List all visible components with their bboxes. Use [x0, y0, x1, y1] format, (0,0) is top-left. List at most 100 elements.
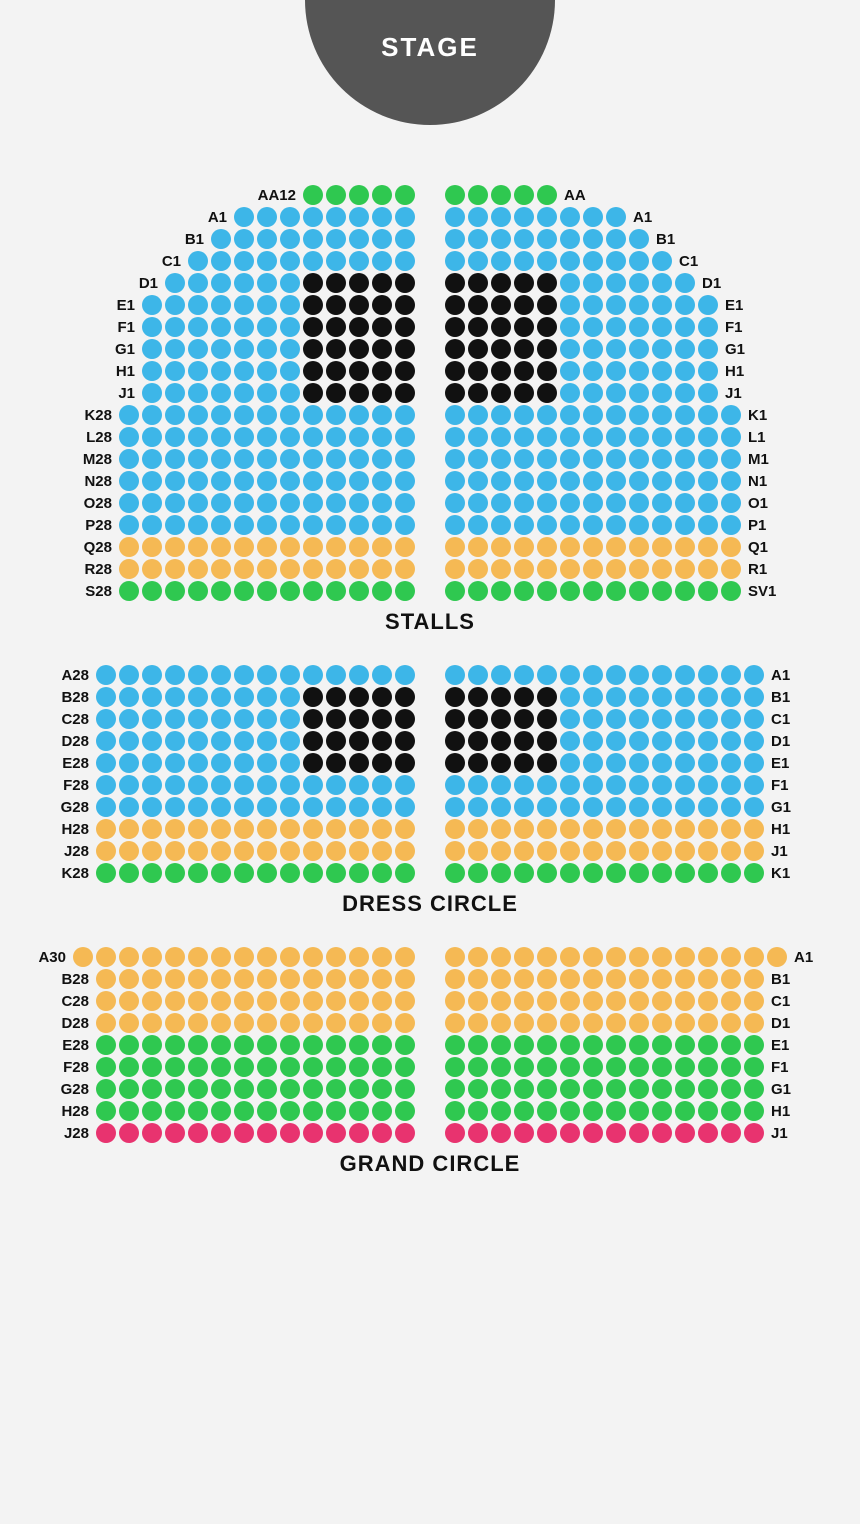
seat[interactable]	[721, 515, 741, 535]
seat[interactable]	[234, 1123, 254, 1143]
seat[interactable]	[468, 991, 488, 1011]
seat[interactable]	[303, 207, 323, 227]
seat[interactable]	[514, 753, 534, 773]
seat[interactable]	[560, 339, 580, 359]
seat[interactable]	[349, 229, 369, 249]
seat[interactable]	[96, 1035, 116, 1055]
seat[interactable]	[395, 559, 415, 579]
seat[interactable]	[349, 449, 369, 469]
seat[interactable]	[280, 295, 300, 315]
seat[interactable]	[326, 185, 346, 205]
seat[interactable]	[468, 361, 488, 381]
seat[interactable]	[675, 339, 695, 359]
seat[interactable]	[652, 841, 672, 861]
seat[interactable]	[96, 841, 116, 861]
seat[interactable]	[606, 383, 626, 403]
seat[interactable]	[188, 537, 208, 557]
seat[interactable]	[119, 841, 139, 861]
seat[interactable]	[234, 1013, 254, 1033]
seat[interactable]	[583, 819, 603, 839]
seat[interactable]	[491, 709, 511, 729]
seat[interactable]	[583, 559, 603, 579]
seat[interactable]	[280, 339, 300, 359]
seat[interactable]	[514, 427, 534, 447]
seat[interactable]	[303, 295, 323, 315]
seat[interactable]	[514, 1057, 534, 1077]
seat[interactable]	[372, 537, 392, 557]
seat[interactable]	[326, 581, 346, 601]
seat[interactable]	[721, 1101, 741, 1121]
seat[interactable]	[73, 947, 93, 967]
seat[interactable]	[165, 991, 185, 1011]
seat[interactable]	[326, 841, 346, 861]
seat[interactable]	[326, 515, 346, 535]
seat[interactable]	[142, 493, 162, 513]
seat[interactable]	[257, 273, 277, 293]
seat[interactable]	[280, 841, 300, 861]
seat[interactable]	[372, 471, 392, 491]
seat[interactable]	[514, 339, 534, 359]
seat[interactable]	[326, 1057, 346, 1077]
seat[interactable]	[698, 863, 718, 883]
seat[interactable]	[491, 537, 511, 557]
seat[interactable]	[698, 295, 718, 315]
seat[interactable]	[698, 969, 718, 989]
seat[interactable]	[560, 863, 580, 883]
seat[interactable]	[606, 753, 626, 773]
seat[interactable]	[491, 295, 511, 315]
seat[interactable]	[629, 991, 649, 1011]
seat[interactable]	[395, 449, 415, 469]
seat[interactable]	[491, 581, 511, 601]
seat[interactable]	[165, 665, 185, 685]
seat[interactable]	[606, 991, 626, 1011]
seat[interactable]	[119, 581, 139, 601]
seat[interactable]	[468, 1079, 488, 1099]
seat[interactable]	[721, 969, 741, 989]
seat[interactable]	[514, 797, 534, 817]
seat[interactable]	[629, 731, 649, 751]
seat[interactable]	[326, 1101, 346, 1121]
seat[interactable]	[349, 991, 369, 1011]
seat[interactable]	[303, 1013, 323, 1033]
seat[interactable]	[303, 969, 323, 989]
seat[interactable]	[652, 947, 672, 967]
seat[interactable]	[606, 471, 626, 491]
seat[interactable]	[537, 1057, 557, 1077]
seat[interactable]	[326, 863, 346, 883]
seat[interactable]	[303, 493, 323, 513]
seat[interactable]	[491, 797, 511, 817]
seat[interactable]	[395, 493, 415, 513]
seat[interactable]	[303, 819, 323, 839]
seat[interactable]	[349, 775, 369, 795]
seat[interactable]	[211, 515, 231, 535]
seat[interactable]	[119, 797, 139, 817]
seat[interactable]	[514, 775, 534, 795]
seat[interactable]	[445, 449, 465, 469]
seat[interactable]	[583, 753, 603, 773]
seat[interactable]	[257, 753, 277, 773]
seat[interactable]	[211, 863, 231, 883]
seat[interactable]	[698, 841, 718, 861]
seat[interactable]	[326, 427, 346, 447]
seat[interactable]	[395, 229, 415, 249]
seat[interactable]	[583, 775, 603, 795]
seat[interactable]	[188, 559, 208, 579]
seat[interactable]	[303, 1035, 323, 1055]
seat[interactable]	[675, 753, 695, 773]
seat[interactable]	[257, 427, 277, 447]
seat[interactable]	[606, 947, 626, 967]
seat[interactable]	[257, 947, 277, 967]
seat[interactable]	[280, 863, 300, 883]
seat[interactable]	[234, 493, 254, 513]
seat[interactable]	[280, 251, 300, 271]
seat[interactable]	[445, 515, 465, 535]
seat[interactable]	[280, 687, 300, 707]
seat[interactable]	[234, 797, 254, 817]
seat[interactable]	[280, 775, 300, 795]
seat[interactable]	[372, 1079, 392, 1099]
seat[interactable]	[445, 1035, 465, 1055]
seat[interactable]	[211, 229, 231, 249]
seat[interactable]	[280, 665, 300, 685]
seat[interactable]	[514, 207, 534, 227]
seat[interactable]	[303, 775, 323, 795]
